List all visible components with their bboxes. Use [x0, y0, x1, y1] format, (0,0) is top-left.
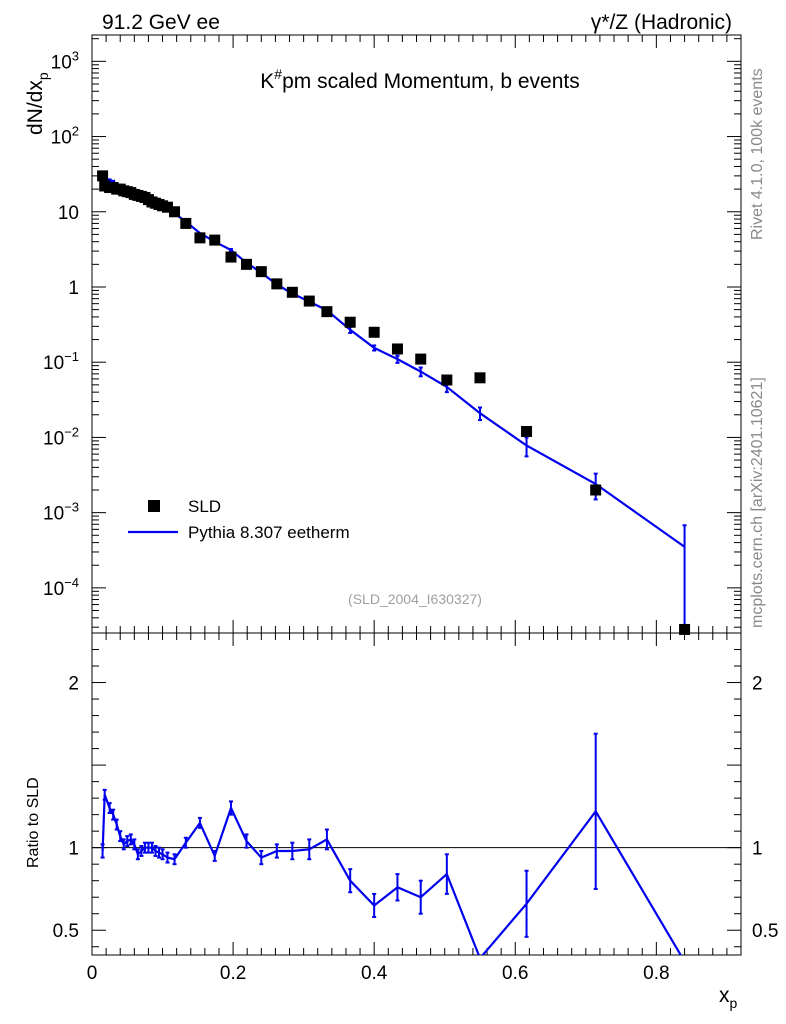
data-point-sld — [679, 623, 691, 635]
y-tick-exp: −3 — [64, 500, 79, 515]
y-tick-label-main: 102 — [51, 124, 79, 149]
data-point-sld — [240, 258, 252, 270]
y-tick-label-main: 10−2 — [43, 424, 79, 449]
xlabel-base: x — [719, 984, 730, 1007]
main-plot-layer — [97, 170, 691, 635]
data-point-sld — [368, 326, 380, 338]
data-point-sld — [344, 316, 356, 328]
data-point-sld — [209, 234, 221, 246]
legend-label-pythia: Pythia 8.307 eetherm — [188, 523, 350, 542]
title-base: K — [260, 70, 274, 93]
x-axis-label: xp — [719, 984, 738, 1011]
ylabel-main-base: dN/dx — [24, 80, 47, 135]
rivet-label: Rivet 4.1.0, 100k events — [749, 68, 766, 240]
data-point-sld — [590, 484, 602, 496]
legend-marker-sld — [148, 500, 160, 512]
xlabel-sub: p — [730, 995, 738, 1011]
y-tick-exp: 3 — [72, 48, 79, 63]
y-axis-label-ratio: Ratio to SLD — [25, 777, 42, 868]
x-tick-label: 0.6 — [502, 963, 528, 984]
y-tick-label-ratio: 2 — [68, 674, 79, 695]
y-tick-base: 10 — [43, 428, 64, 449]
y-tick-label-ratio: 0.5 — [53, 921, 79, 942]
y-tick-label-ratio-right: 2 — [752, 674, 763, 695]
data-point-sld — [521, 425, 533, 437]
x-tick-label: 0.8 — [643, 963, 669, 984]
legend: SLD Pythia 8.307 eetherm — [128, 497, 350, 542]
data-point-sld — [271, 278, 283, 290]
y-tick-base: 10 — [43, 579, 64, 600]
y-tick-base: 10 — [51, 52, 72, 73]
y-tick-exp: 2 — [72, 124, 79, 139]
data-point-sld — [321, 306, 333, 318]
chart-title: K#pm scaled Momentum, b events — [260, 66, 579, 93]
data-point-sld — [97, 170, 109, 182]
y-tick-base: 10 — [43, 353, 64, 374]
data-point-sld — [303, 295, 315, 307]
y-tick-exp: −4 — [64, 575, 79, 590]
legend-label-sld: SLD — [188, 497, 221, 516]
x-tick-label: 0 — [87, 963, 98, 984]
ylabel-main-sub: p — [35, 72, 51, 80]
y-tick-label-main: 10−4 — [43, 575, 79, 600]
y-tick-exp: −2 — [64, 424, 79, 439]
data-point-sld — [391, 343, 403, 355]
y-tick-label-ratio-right: 1 — [752, 839, 763, 860]
data-point-sld — [225, 251, 237, 263]
header-right: γ*/Z (Hadronic) — [591, 11, 732, 34]
title-rest: pm scaled Momentum, b events — [282, 70, 580, 93]
title-sup: # — [274, 66, 282, 82]
ratio-line — [101, 794, 682, 955]
main-panel-frame — [91, 34, 742, 634]
y-tick-label-main: 10−1 — [43, 349, 79, 374]
ratio-panel-frame — [91, 632, 742, 956]
data-point-sld — [161, 201, 173, 213]
header-left: 91.2 GeV ee — [102, 11, 220, 34]
x-tick-label: 0.4 — [361, 963, 388, 984]
axes-layer: 0 0.2 0.4 0.6 0.810310210110−110−210−310−40.… — [43, 35, 778, 984]
data-point-sld — [441, 374, 453, 386]
mcplots-label: mcplots.cern.ch [arXiv:2401.10621] — [749, 377, 766, 628]
analysis-id: (SLD_2004_I630327) — [348, 591, 482, 607]
data-point-sld — [194, 232, 206, 244]
y-tick-label-main: 1 — [68, 278, 79, 299]
y-tick-exp: −1 — [64, 349, 79, 364]
y-tick-base: 10 — [51, 128, 72, 149]
data-point-sld — [474, 372, 486, 384]
y-tick-label-main: 103 — [51, 48, 79, 73]
y-tick-label-main: 10 — [58, 203, 79, 224]
y-tick-label-ratio: 1 — [68, 839, 79, 860]
x-tick-label: 0.2 — [220, 963, 246, 984]
data-point-sld — [169, 206, 181, 218]
data-point-sld — [180, 217, 192, 229]
y-tick-label-ratio-right: 0.5 — [752, 921, 778, 942]
data-point-sld — [415, 353, 427, 365]
data-point-sld — [255, 266, 267, 278]
data-point-sld — [286, 286, 298, 298]
y-tick-label-main: 10−3 — [43, 500, 79, 525]
y-tick-base: 10 — [43, 504, 64, 525]
y-axis-label-main: dN/dxp — [24, 72, 51, 135]
ratio-plot-layer — [92, 732, 741, 955]
